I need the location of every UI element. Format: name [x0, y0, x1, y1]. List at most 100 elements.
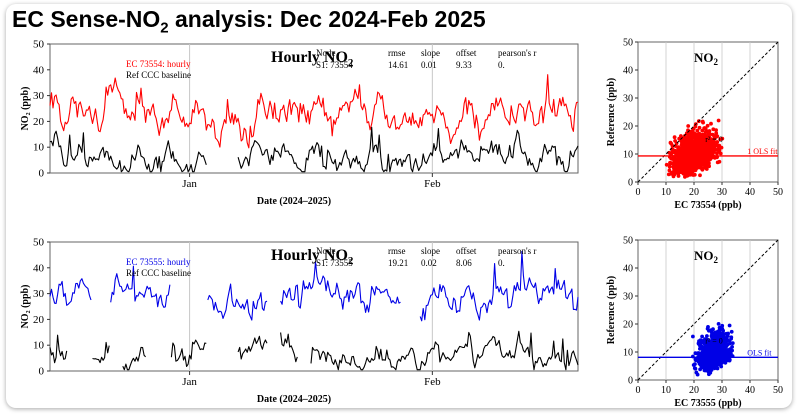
- scatter-point: [682, 147, 687, 152]
- scatter-point: [669, 172, 673, 176]
- stats-cell: 0.: [498, 258, 505, 268]
- scatter-point: [692, 172, 697, 177]
- scatter-x-tick-label: 30: [717, 187, 727, 198]
- scatter-point: [667, 168, 672, 173]
- scatter-point: [729, 336, 733, 341]
- scatter-point: [673, 139, 677, 143]
- scatter-y-axis-label: Reference (ppb): [606, 78, 617, 146]
- scatter-point: [729, 329, 734, 334]
- scatter-point: [709, 144, 714, 149]
- scatter-point: [721, 337, 726, 341]
- scatter-y-tick-label: 0: [628, 178, 633, 189]
- scatter-point: [693, 357, 698, 362]
- scatter-point: [672, 135, 677, 140]
- stats-cell: 9.33: [456, 60, 472, 70]
- scatter-point: [700, 334, 704, 339]
- title-suffix: analysis: Dec 2024-Feb 2025: [168, 6, 486, 32]
- y-tick-label: 20: [33, 314, 45, 326]
- scatter-x-tick-label: 40: [745, 187, 755, 198]
- slide: EC Sense-NO 2 analysis: Dec 2024-Feb 2025…: [6, 4, 792, 409]
- stats-header: rmse: [388, 48, 406, 58]
- chart-title-sub: 2: [348, 255, 354, 267]
- scatter-point: [698, 338, 703, 342]
- scatter-point: [683, 138, 688, 143]
- scatter-point: [687, 135, 691, 140]
- scatter-title-main: NO: [694, 248, 714, 263]
- scatter-point: [717, 341, 722, 346]
- scatter-point: [686, 158, 691, 163]
- r-squared-label: r² = 0: [705, 135, 723, 144]
- scatter-title-sub: 2: [714, 255, 719, 265]
- stats-cell: 0.: [498, 60, 505, 70]
- chart-title-main: Hourly NO: [271, 247, 348, 264]
- stats-cell: 0.01: [421, 60, 437, 70]
- x-tick-label: Jan: [182, 178, 197, 190]
- scatter-point: [715, 366, 720, 371]
- scatter-point: [706, 160, 710, 165]
- scatter-point: [705, 326, 710, 331]
- stats-header: Node: [316, 246, 336, 256]
- scatter-point: [677, 148, 682, 152]
- scatter-point: [708, 370, 713, 375]
- x-tick-label: Feb: [424, 178, 441, 190]
- y-tick-label: 50: [33, 237, 45, 249]
- scatter-point: [664, 162, 669, 167]
- series-line-sensor: [49, 250, 579, 322]
- scatter-point: [711, 327, 715, 332]
- scatter-point: [716, 322, 721, 326]
- scatter-point: [709, 367, 714, 372]
- scatter-point: [686, 147, 691, 151]
- scatter-points: [664, 118, 725, 179]
- scatter-x-tick-label: 40: [745, 385, 755, 396]
- scatter-point: [674, 169, 679, 174]
- scatter-title: NO2: [694, 248, 719, 265]
- chart-title-sub: 2: [348, 57, 354, 69]
- scatter-point: [693, 351, 698, 356]
- scatter-point: [702, 345, 706, 350]
- legend-entry: EC 73555: hourly: [126, 257, 191, 267]
- scatter-x-tick-label: 50: [773, 385, 783, 396]
- scatter-point: [670, 147, 674, 151]
- y-axis-label: NO₂ (ppb): [20, 87, 31, 131]
- scatter-point: [706, 134, 711, 138]
- y-tick-label: 20: [33, 116, 45, 128]
- scatter-point: [730, 345, 734, 349]
- scatter-point: [709, 121, 713, 126]
- chart-title: Hourly NO2: [271, 49, 354, 69]
- scatter-point: [681, 164, 686, 169]
- scatter-point: [723, 360, 728, 365]
- scatter-point: [707, 345, 712, 350]
- scatter-x-tick-label: 50: [773, 187, 783, 198]
- scatter-point: [674, 160, 679, 165]
- scatter-point: [692, 156, 697, 161]
- scatter-point: [717, 143, 722, 148]
- scatter-point: [683, 157, 688, 161]
- scatter-point: [695, 128, 700, 133]
- scatter-point: [684, 168, 688, 173]
- scatter-point: [705, 334, 709, 338]
- scatter-point: [702, 141, 707, 146]
- scatter-point: [711, 338, 716, 343]
- stats-cell: S1: 73554: [316, 60, 353, 70]
- scatter-x-tick-label: 0: [636, 385, 641, 396]
- scatter-chart-top: 00 10 10 20 20 30 30 40 40 50 50 1 OLS fit r² = 0 NO2…: [606, 38, 783, 212]
- legend-entry: Ref CCC baseline: [126, 70, 191, 80]
- scatter-point: [705, 129, 710, 134]
- scatter-point: [712, 347, 716, 351]
- scatter-point: [708, 148, 713, 153]
- stats-cell: 0.02: [421, 258, 437, 268]
- title-main: EC Sense-NO: [12, 6, 161, 32]
- stats-cell: 8.06: [456, 258, 472, 268]
- y-tick-label: 40: [33, 262, 45, 274]
- scatter-x-tick-label: 20: [689, 187, 699, 198]
- scatter-y-tick-label: 30: [623, 94, 633, 105]
- scatter-point: [684, 165, 689, 170]
- scatter-point: [680, 160, 685, 165]
- scatter-point: [667, 164, 672, 169]
- scatter-point: [724, 339, 729, 344]
- r-squared-label: r² = 0: [705, 336, 723, 345]
- scatter-y-tick-label: 10: [623, 150, 633, 161]
- chart-title: Hourly NO2: [271, 247, 354, 267]
- ols-fit-label: 1 OLS fit: [747, 147, 778, 156]
- scatter-point: [693, 146, 697, 150]
